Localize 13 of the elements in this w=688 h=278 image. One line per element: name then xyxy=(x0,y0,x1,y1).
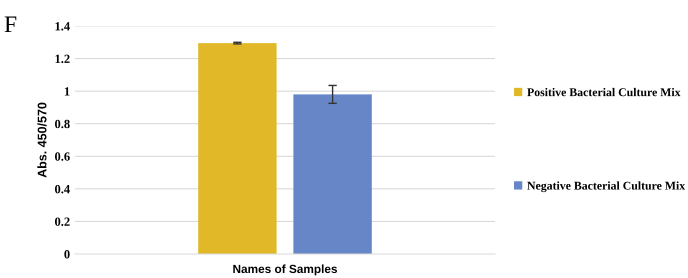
legend-label: Negative Bacterial Culture Mix xyxy=(527,181,686,192)
x-axis-title: Names of Samples xyxy=(233,264,338,276)
y-axis-title: Abs. 450/570 xyxy=(37,102,47,178)
y-tick-label: 0 xyxy=(64,250,70,258)
y-tick-label: 1.4 xyxy=(56,22,70,31)
y-tick-label: 0.6 xyxy=(54,152,70,161)
legend-label: Positive Bacterial Culture Mix xyxy=(527,88,680,96)
y-tick-label: 0.4 xyxy=(54,184,70,194)
y-tick-label: 1.2 xyxy=(56,54,70,64)
y-tick-label: 0.2 xyxy=(54,217,70,226)
text: F xyxy=(4,16,16,32)
y-tick-label: 1 xyxy=(64,87,70,96)
y-tick-label: 0.8 xyxy=(54,120,70,128)
